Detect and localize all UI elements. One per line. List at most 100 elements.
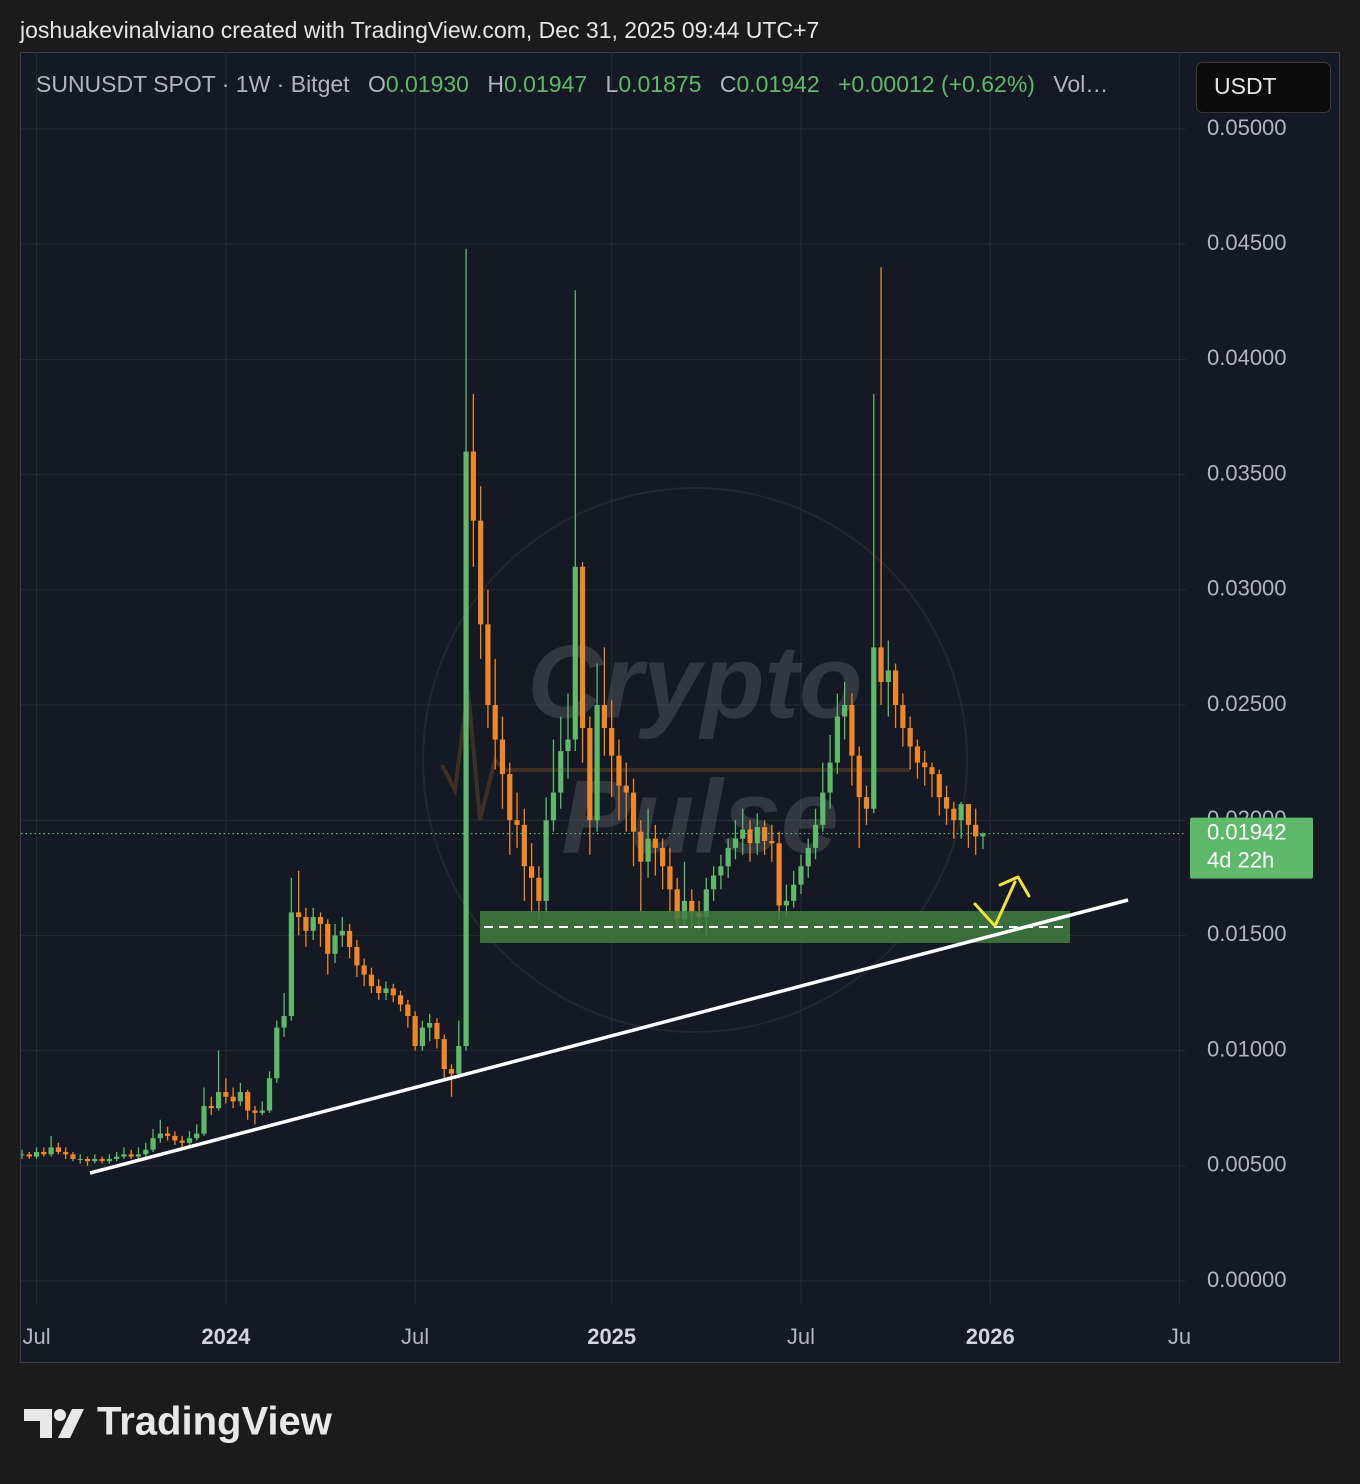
candle-body: [121, 1154, 127, 1157]
candle-body: [798, 866, 804, 885]
candle-body: [740, 829, 746, 839]
y-tick-label: 0.02500: [1207, 691, 1287, 716]
legend: SUNUSDT SPOT · 1W · Bitget O0.01930 H0.0…: [36, 71, 1108, 97]
candle-body: [427, 1022, 433, 1028]
candle-body: [354, 946, 360, 966]
candle-body: [143, 1149, 149, 1155]
candle-body: [266, 1078, 273, 1111]
candle-body: [805, 847, 811, 867]
y-tick-label: 0.04500: [1207, 230, 1287, 255]
candle-body: [77, 1158, 83, 1160]
candle-body: [674, 889, 680, 920]
candle-body: [965, 804, 971, 825]
low-label: L: [606, 71, 619, 97]
candle-body: [128, 1154, 134, 1157]
candle-body: [215, 1092, 222, 1109]
candle-body: [405, 1004, 411, 1017]
y-tick-label: 0.00500: [1207, 1152, 1287, 1177]
candle-body: [70, 1154, 76, 1159]
axes: 0.000000.005000.010000.015000.020000.025…: [21, 115, 1313, 1349]
candle-body: [135, 1154, 142, 1157]
candle-body: [21, 1154, 25, 1156]
candle-body: [791, 884, 797, 901]
candle-body: [769, 840, 775, 844]
candle-body: [747, 829, 753, 844]
candle-body: [645, 838, 651, 862]
candle-body: [492, 704, 498, 740]
currency-button[interactable]: USDT: [1196, 62, 1331, 113]
candle-body: [616, 755, 622, 786]
candle-body: [252, 1110, 258, 1113]
candle-body: [361, 965, 367, 975]
candle-body: [776, 843, 782, 906]
candle-body: [521, 824, 527, 867]
x-tick-label: Ju: [1168, 1324, 1191, 1349]
candle-body: [885, 670, 891, 682]
candle-body: [186, 1138, 193, 1143]
candle-body: [783, 900, 789, 906]
credit: joshuakevinalviano created with TradingV…: [19, 17, 819, 43]
candle-body: [594, 704, 600, 821]
x-tick-label: 2026: [966, 1324, 1015, 1349]
drawings: [89, 875, 1129, 1175]
candle-body: [223, 1092, 229, 1097]
candle-body: [172, 1135, 178, 1141]
candle-body: [893, 670, 899, 705]
candle-body: [543, 820, 549, 901]
candle-body: [478, 520, 484, 625]
candle-body: [514, 820, 520, 825]
brand: TradingView: [24, 1400, 333, 1444]
candle-body: [201, 1105, 207, 1134]
open-value: 0.01930: [386, 71, 469, 97]
candle-body: [725, 847, 731, 867]
change: +0.00012 (+0.62%): [838, 71, 1035, 97]
symbol: SUNUSDT SPOT · 1W · Bitget: [36, 71, 350, 97]
candle-body: [310, 916, 316, 931]
close-label: C: [720, 71, 737, 97]
candle-body: [842, 704, 848, 717]
volume: Vol…: [1053, 71, 1108, 97]
candle-body: [332, 935, 338, 954]
candle-body: [652, 838, 658, 848]
currency-label[interactable]: USDT: [1214, 73, 1277, 99]
candle-body: [536, 877, 542, 901]
brand-icon: [54, 1409, 66, 1421]
candle-body: [863, 797, 870, 809]
candle-body: [681, 900, 688, 920]
candle-body: [834, 716, 840, 763]
candle-body: [943, 797, 950, 809]
candle-body: [871, 647, 877, 809]
bounce-arrow: [973, 875, 1031, 928]
candle-body: [980, 833, 986, 837]
candle-body: [303, 916, 309, 931]
candle-body: [812, 824, 819, 848]
candle-body: [579, 566, 586, 729]
candle-body: [914, 746, 921, 763]
candle-body: [973, 824, 979, 837]
candle-body: [485, 624, 491, 705]
candle-body: [259, 1110, 265, 1113]
candle-body: [754, 827, 760, 844]
currency-button-bg[interactable]: [1196, 62, 1331, 113]
high-label: H: [487, 71, 504, 97]
candle-body: [718, 866, 724, 876]
low-value: 0.01875: [618, 71, 701, 97]
watermark-circle: [422, 487, 968, 1033]
candle-body: [237, 1092, 243, 1102]
candles: [21, 248, 986, 1166]
candle-body: [667, 866, 673, 890]
candle-body: [529, 866, 535, 878]
candle-body: [856, 755, 862, 798]
candle-body: [499, 739, 506, 775]
candle-body: [99, 1158, 105, 1162]
candle-body: [179, 1140, 185, 1143]
candle-body: [325, 923, 331, 954]
x-tick-label: 2024: [201, 1324, 251, 1349]
candle-body: [507, 774, 513, 821]
candle-body: [33, 1152, 40, 1157]
y-tick-label: 0.01000: [1207, 1036, 1287, 1061]
candle-body: [470, 451, 476, 521]
candle-body: [601, 704, 607, 729]
y-tick-label: 0.03500: [1207, 460, 1287, 485]
